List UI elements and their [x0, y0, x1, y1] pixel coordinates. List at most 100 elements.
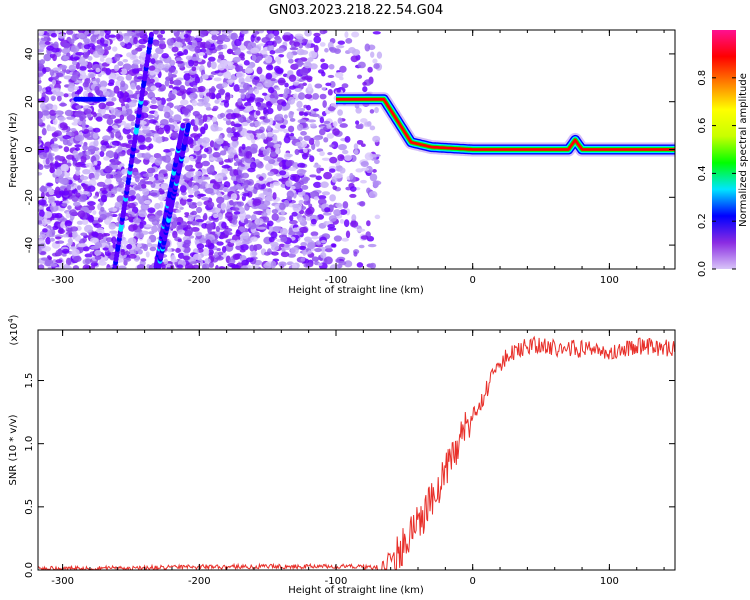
noise-cell	[148, 65, 156, 71]
noise-cell	[267, 44, 275, 52]
noise-cell	[217, 63, 226, 71]
noise-cell	[167, 248, 172, 253]
noise-cell	[158, 195, 166, 201]
noise-cell	[215, 207, 220, 213]
y-tick-label: 20	[24, 95, 35, 108]
noise-cell	[39, 44, 45, 51]
noise-cell	[163, 148, 171, 153]
noise-cell	[224, 158, 232, 163]
noise-cell	[120, 102, 126, 107]
noise-cell	[344, 260, 353, 268]
noise-cell	[270, 260, 277, 269]
noise-cell	[119, 41, 126, 47]
noise-cell	[319, 128, 326, 136]
noise-cell	[359, 118, 368, 123]
noise-cell	[250, 34, 255, 43]
noise-cell	[237, 201, 244, 207]
noise-cell	[309, 155, 315, 163]
noise-cell	[292, 203, 301, 209]
noise-cell	[87, 126, 93, 131]
noise-cell	[38, 118, 43, 126]
noise-cell	[66, 30, 74, 35]
noise-cell	[226, 231, 233, 236]
noise-cell	[177, 238, 182, 243]
noise-cell	[191, 264, 200, 269]
noise-cell	[260, 146, 265, 151]
noise-cell	[337, 40, 345, 45]
noise-cell	[39, 102, 47, 110]
noise-cell	[313, 181, 322, 189]
noise-cell	[269, 94, 275, 99]
noise-cell	[75, 170, 81, 176]
noise-cell	[153, 40, 160, 47]
noise-cell	[330, 243, 336, 248]
noise-cell	[252, 198, 262, 206]
noise-cell	[113, 64, 120, 72]
noise-cell	[61, 48, 71, 54]
noise-cell	[192, 184, 199, 192]
noise-cell	[169, 59, 176, 66]
noise-cell	[263, 118, 271, 123]
noise-cell	[62, 263, 70, 269]
noise-cell	[289, 215, 294, 222]
noise-cell	[67, 85, 75, 93]
noise-cell	[73, 118, 79, 123]
noise-cell	[48, 189, 55, 196]
noise-cell	[152, 52, 159, 59]
noise-cell	[120, 68, 128, 75]
noise-cell	[288, 85, 296, 90]
noise-cell	[79, 66, 87, 71]
noise-cell	[91, 232, 99, 238]
noise-cell	[319, 42, 326, 47]
noise-cell	[49, 162, 55, 170]
noise-cell	[95, 169, 103, 173]
noise-cell	[111, 207, 118, 212]
noise-cell	[137, 76, 144, 80]
noise-cell	[118, 151, 126, 157]
noise-cell	[107, 208, 114, 212]
noise-cell	[322, 100, 327, 108]
noise-cell	[92, 147, 100, 152]
noise-cell	[50, 32, 57, 38]
noise-cell	[366, 121, 372, 127]
noise-cell	[336, 87, 341, 94]
noise-cell	[320, 251, 327, 259]
noise-cell	[272, 192, 277, 200]
noise-cell	[63, 146, 70, 153]
noise-cell	[357, 61, 366, 69]
noise-cell	[157, 62, 165, 69]
noise-cell	[373, 63, 380, 70]
spectrogram-cells	[38, 30, 675, 269]
noise-cell	[126, 97, 132, 103]
noise-cell	[75, 104, 82, 109]
noise-cell	[116, 186, 125, 193]
noise-cell	[355, 107, 362, 114]
noise-cell	[345, 208, 351, 216]
noise-cell	[80, 232, 88, 236]
noise-cell	[71, 248, 80, 257]
noise-cell	[232, 149, 237, 153]
noise-cell	[89, 30, 95, 35]
noise-cell	[266, 191, 273, 199]
noise-cell	[204, 102, 211, 108]
noise-cell	[267, 220, 274, 227]
noise-cell	[45, 103, 54, 110]
noise-cell	[105, 173, 112, 180]
noise-cell	[139, 222, 144, 229]
noise-cell	[345, 186, 352, 191]
noise-cell	[320, 239, 327, 244]
noise-cell	[327, 106, 336, 112]
noise-cell	[272, 129, 280, 134]
noise-cell	[82, 184, 88, 190]
x-tick-label: -300	[51, 576, 74, 587]
noise-cell	[57, 116, 66, 121]
colorbar-ticks: 0.0 0.2 0.4 0.6 0.8	[697, 70, 736, 277]
noise-cell	[110, 158, 119, 166]
noise-cell	[298, 110, 304, 116]
noise-cell	[95, 77, 101, 84]
colorbar-tick-label: 0.6	[697, 118, 708, 134]
noise-cell	[110, 188, 118, 195]
noise-cell	[155, 136, 163, 144]
noise-cell	[355, 168, 364, 173]
noise-cell	[69, 209, 77, 216]
